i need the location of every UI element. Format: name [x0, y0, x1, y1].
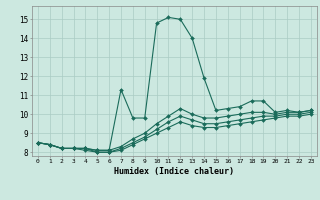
X-axis label: Humidex (Indice chaleur): Humidex (Indice chaleur) — [115, 167, 234, 176]
